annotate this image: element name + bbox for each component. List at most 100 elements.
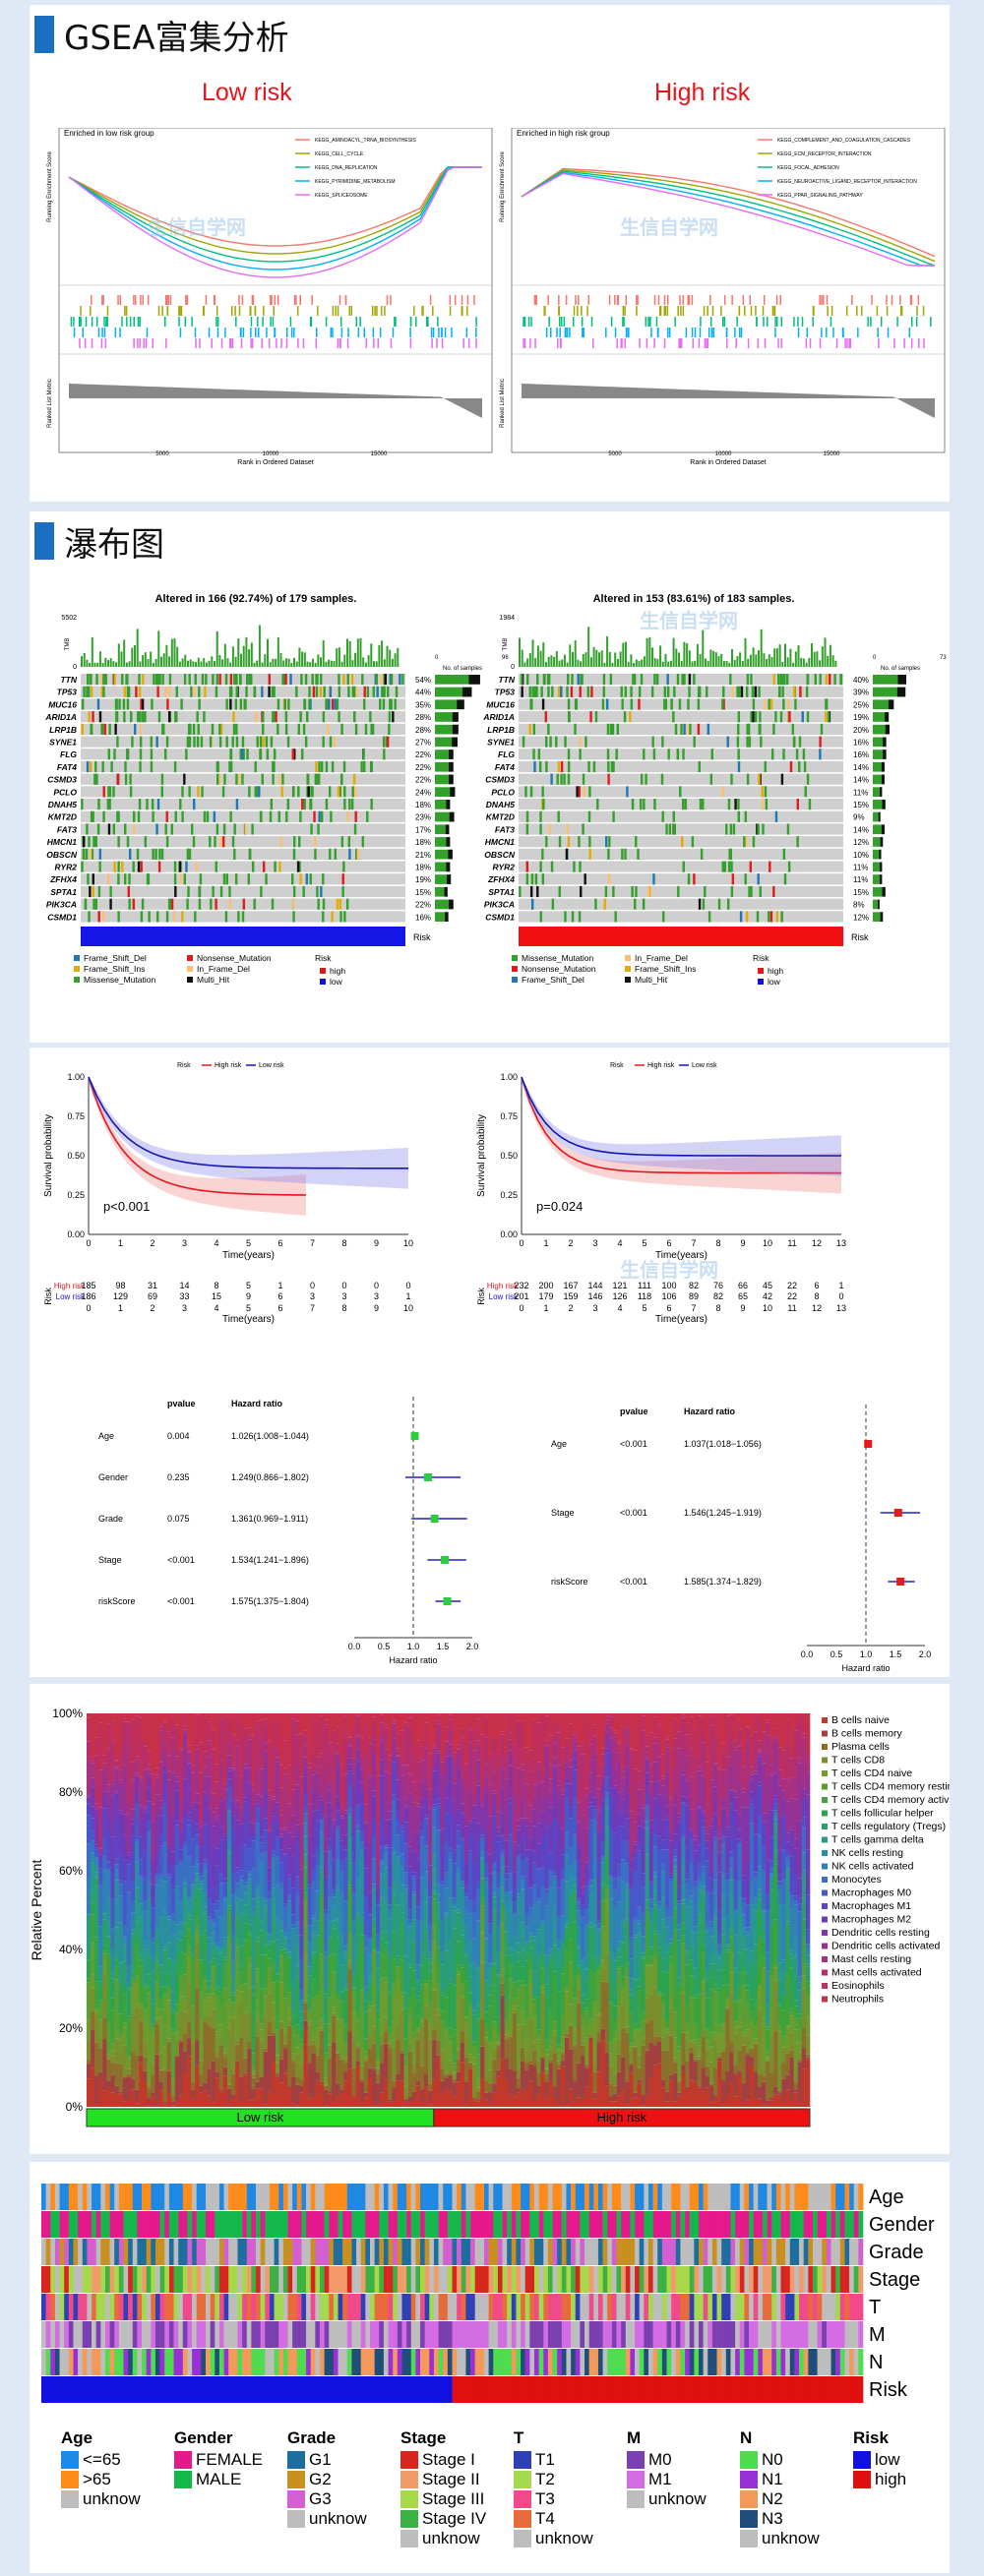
immune-bar-segment [332,2007,337,2013]
tmb-bar [134,645,136,667]
immune-bar-segment [259,1853,264,1863]
mutation-cell [265,873,268,885]
mutation-cell [381,686,384,697]
immune-bar-segment [114,1979,119,2031]
mutation-cell [95,773,98,785]
immune-bar-segment [328,1920,333,1938]
immune-bar-segment [247,2100,252,2107]
immune-bar-segment [415,1996,421,2001]
tmb-bar [566,662,569,667]
immune-bar-segment [191,1821,196,1839]
tmb-bar [245,636,248,667]
immune-bar-segment [106,2059,111,2081]
immune-bar-segment [339,2059,344,2090]
gsea-curve [521,170,936,267]
mutation-cell [198,885,202,898]
immune-bar-segment [380,1845,385,1861]
immune-bar-segment [187,2038,192,2057]
immune-bar-segment [211,1958,215,1962]
mutation-cell [244,823,247,835]
watermark: 生信自学网 [148,217,246,239]
immune-bar-segment [311,1774,317,1789]
immune-bar-segment [560,1945,566,1968]
risk-table-high-count: 121 [612,1281,627,1290]
immune-bar-segment [339,1764,344,1805]
mutation-cell [123,711,126,723]
mutation-cell [774,711,777,723]
immune-bar-segment [552,1928,558,1946]
mutation-cell [528,723,531,735]
immune-bar-segment [476,2005,481,2016]
immune-bar-segment [251,1840,256,1869]
mutation-cell [769,911,773,923]
immune-bar-segment [222,1783,228,1790]
immune-bar-segment [226,1852,232,1906]
immune-bar-segment [263,1996,269,2015]
immune-bar-segment [199,1876,204,1882]
risk-table-low-count: 146 [587,1291,602,1301]
immune-bar-segment [388,1957,393,1993]
forest-xtick: 0.0 [801,1649,814,1659]
sample-count-bar [435,699,464,710]
mutation-cell [748,736,752,748]
mutation-cell [353,786,357,798]
mutation-cell [630,698,634,710]
mutation-cell [122,698,126,710]
mutation-cell [739,911,743,923]
gene-label: SYNE1 [487,738,515,748]
immune-bar-segment [170,1728,176,1738]
immune-bar-segment [235,1897,240,1903]
immune-bar-segment [492,1816,497,1863]
immune-bar-segment [106,1748,111,1785]
immune-bar-segment [166,1848,172,1865]
immune-bar-segment [203,1863,208,1869]
immune-bar-segment [267,1941,273,1945]
forest-row-p: <0.001 [167,1596,195,1606]
mutation-cell [106,799,110,810]
immune-bar-segment [319,1715,325,1754]
immune-bar-segment [328,1846,333,1852]
mutation-cell [183,873,187,885]
mutation-cell [266,749,270,760]
immune-bar-segment [191,2006,196,2037]
immune-bar-segment [592,1967,597,1975]
tmb-bar [295,661,298,667]
tmb-bar [338,647,340,667]
immune-bar-segment [388,1992,393,2028]
immune-bar-segment [267,2022,273,2036]
mutation-cell [107,749,110,760]
immune-bar-segment [122,1960,128,1986]
mutation-cell [676,674,680,686]
immune-bar-segment [158,2090,163,2107]
immune-bar-segment [130,1719,136,1763]
mutation-cell [156,911,159,923]
gsea-xtick: 10000 [263,451,279,457]
mutation-cell [710,749,713,760]
mutation-legend-label: Multi_Hit [635,975,668,985]
immune-bar-segment [126,1855,132,1861]
immune-bar-segment [139,1779,144,1806]
mutation-cell [581,674,584,686]
mutation-cell [780,911,783,923]
mutation-cell [198,698,201,710]
sample-count-bar-multi [880,787,883,797]
risk-legend-high: high [330,966,345,976]
immune-bar-segment [367,2033,373,2049]
immune-bar-segment [359,2066,365,2080]
immune-bar-segment [480,1838,485,1851]
forest-row-p: <0.001 [167,1555,195,1565]
immune-bar-segment [336,1796,340,1811]
immune-bar-segment [259,1713,264,1720]
mutation-cell [235,723,238,735]
immune-bar-segment [419,1713,425,1747]
immune-bar-segment [388,2027,393,2034]
immune-bar-segment [419,1760,425,1782]
immune-bar-segment [307,1804,312,1821]
immune-bar-segment [259,1954,264,1989]
immune-bar-segment [315,1996,321,2028]
immune-bar-segment [560,2054,566,2062]
gene-row-bg [519,861,843,872]
immune-bar-segment [259,1819,264,1837]
immune-bar-segment [492,1896,497,1911]
mutation-cell [786,823,790,835]
